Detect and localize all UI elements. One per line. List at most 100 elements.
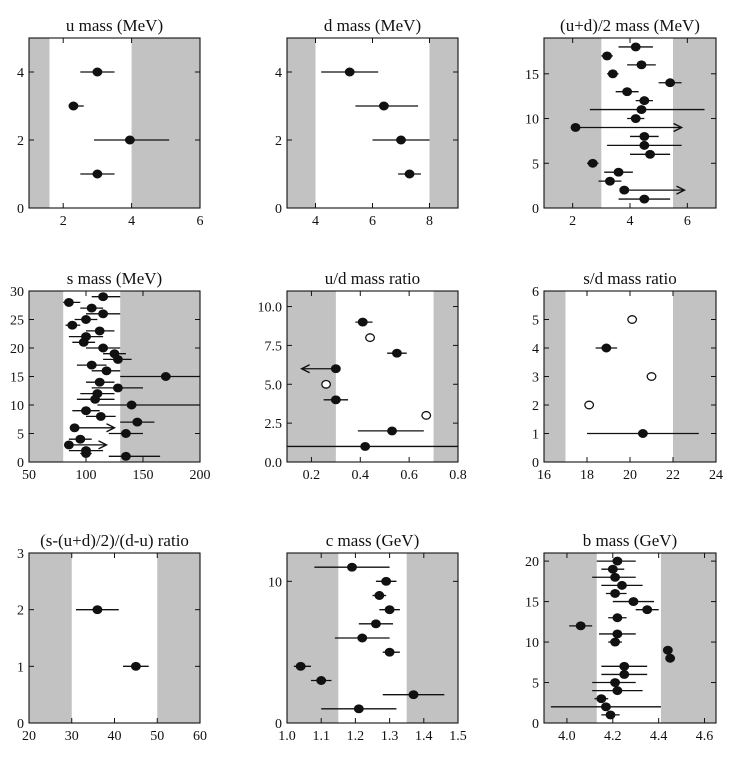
data-point (587, 158, 599, 168)
filled-marker (101, 366, 112, 376)
y-tick-label: 3 (532, 371, 539, 386)
data-point (68, 101, 84, 111)
y-tick-label: 2 (275, 134, 282, 149)
y-tick-label: 20 (10, 342, 24, 357)
filled-marker (132, 417, 143, 427)
data-point (421, 410, 432, 420)
chart-title: s/d mass ratio (583, 269, 677, 288)
chart-panel: (s-(u+d)/2)/(d-u) ratio 20 30 40 50 60 0 1 2 3 (17, 531, 207, 744)
data-point (86, 343, 121, 353)
filled-marker (357, 633, 368, 643)
filled-marker (374, 591, 385, 600)
data-point (372, 135, 430, 145)
y-tick-label: 10 (525, 113, 539, 128)
y-tick-label: 15 (525, 68, 539, 83)
data-point (108, 429, 143, 438)
x-tick-label: 4 (627, 214, 634, 229)
data-point (382, 647, 400, 657)
excluded-band (544, 291, 566, 462)
data-point (604, 167, 633, 177)
open-marker (321, 379, 332, 389)
filled-marker (604, 176, 615, 186)
chart-title: (u+d)/2 mass (MeV) (560, 16, 700, 35)
data-point (357, 426, 424, 436)
data-point (358, 619, 394, 629)
filled-marker (92, 169, 103, 179)
data-point (321, 379, 332, 389)
data-point (323, 395, 349, 405)
data-point (91, 292, 121, 302)
filled-marker (610, 589, 621, 598)
y-tick-label: 25 (10, 314, 24, 329)
excluded-band (660, 553, 716, 723)
x-tick-label: 150 (133, 468, 154, 483)
data-point (86, 377, 115, 387)
filled-marker (601, 343, 612, 353)
filled-marker (619, 185, 630, 195)
filled-marker (68, 101, 79, 111)
x-tick-label: 0.6 (400, 468, 418, 483)
filled-marker (353, 704, 364, 714)
filled-marker (636, 105, 647, 115)
filled-marker (662, 645, 673, 655)
filled-marker (347, 562, 357, 572)
x-tick-label: 6 (197, 214, 204, 229)
chart-title: (s-(u+d)/2)/(d-u) ratio (40, 531, 189, 550)
filled-marker (126, 400, 137, 410)
chart-panel: b mass (GeV) 4.0 4.2 4.4 4.6 0 5 10 15 20 (525, 531, 717, 744)
x-tick-label: 1.1 (312, 729, 330, 744)
x-tick-label: 8 (426, 214, 433, 229)
data-point (379, 605, 400, 615)
data-point (103, 354, 132, 364)
x-tick-label: 18 (580, 468, 594, 483)
data-point (86, 309, 121, 319)
x-tick-label: 2 (60, 214, 67, 229)
y-tick-label: 5 (532, 157, 539, 172)
filled-marker (378, 101, 389, 111)
data-point (76, 360, 107, 370)
x-tick-label: 1.5 (449, 729, 467, 744)
x-tick-label: 22 (666, 468, 680, 483)
data-point (618, 42, 653, 52)
arrow-right-icon (673, 122, 684, 133)
filled-marker (639, 140, 650, 150)
data-point (635, 605, 659, 615)
data-point (287, 442, 458, 451)
data-point (589, 105, 705, 115)
filled-marker (98, 343, 109, 353)
filled-marker (645, 149, 656, 159)
data-point (592, 572, 636, 582)
data-point (123, 661, 149, 671)
plot-frame (28, 37, 201, 209)
arrow-right-icon (98, 440, 109, 450)
excluded-band (287, 553, 339, 723)
filled-marker (619, 669, 630, 679)
x-tick-label: 0.4 (352, 468, 370, 483)
filled-marker (617, 580, 627, 590)
filled-marker (120, 429, 131, 438)
filled-marker (570, 123, 581, 132)
data-point (665, 653, 676, 663)
excluded-band (544, 553, 597, 723)
data-point (398, 169, 421, 179)
filled-marker (396, 135, 406, 145)
excluded-band (29, 38, 50, 208)
y-tick-label: 5 (532, 677, 539, 692)
data-point (93, 135, 170, 145)
x-tick-label: 1.3 (381, 729, 399, 744)
data-point (601, 580, 643, 590)
arrow-right-icon (676, 185, 687, 195)
data-point (80, 303, 104, 313)
data-point (627, 114, 645, 123)
y-tick-label: 15 (10, 371, 24, 386)
filled-marker (619, 661, 630, 671)
y-tick-label: 0 (532, 717, 539, 732)
data-point (601, 661, 648, 671)
y-tick-label: 5.0 (265, 378, 283, 393)
filled-marker (605, 710, 616, 720)
data-point (72, 406, 100, 416)
filled-marker (330, 395, 341, 405)
filled-marker (92, 67, 103, 77)
x-tick-label: 20 (623, 468, 637, 483)
y-tick-label: 6 (532, 285, 539, 300)
